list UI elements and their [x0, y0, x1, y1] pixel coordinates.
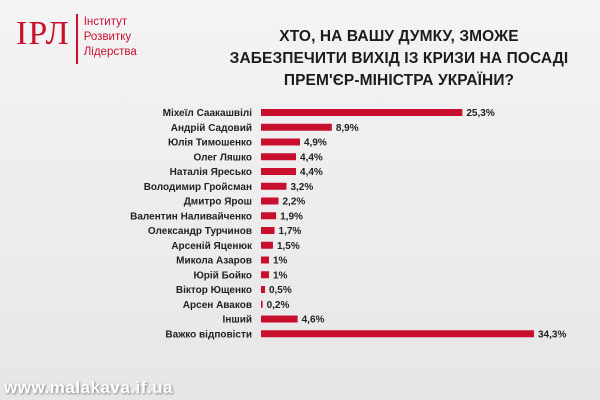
bar	[261, 123, 332, 131]
category-label: Володимир Гройсман	[144, 182, 252, 193]
logo: ІРЛ Інститут Розвитку Лідерства	[16, 14, 137, 64]
bar	[261, 197, 279, 205]
category-label: Андрій Садовий	[171, 123, 252, 134]
value-label: 8,9%	[336, 123, 359, 134]
value-label: 1,5%	[277, 241, 300, 252]
category-label: Валентин Наливайченко	[130, 211, 252, 222]
value-label: 0,2%	[267, 300, 290, 311]
category-label: Арсеній Яценюк	[171, 241, 253, 252]
chart-title-line-3: ПРЕМ'ЄР-МІНІСТРА УКРАЇНИ?	[283, 72, 515, 89]
bar	[261, 271, 269, 279]
bar	[261, 109, 463, 116]
logo-text: Інститут Розвитку Лідерства	[84, 15, 137, 60]
bar	[261, 212, 277, 220]
bar	[261, 182, 287, 190]
category-label: Віктор Ющенко	[176, 285, 252, 296]
bar	[261, 330, 534, 338]
watermark: www.malakava.if.ua	[4, 378, 173, 397]
category-label: Дмитро Ярош	[184, 197, 252, 208]
category-label: Важко відповісти	[165, 329, 252, 340]
category-label: Олександр Турчинов	[148, 226, 252, 237]
category-label: Арсен Аваков	[183, 300, 252, 311]
value-label: 4,6%	[302, 315, 325, 326]
bar	[261, 315, 298, 323]
value-label: 2,2%	[283, 197, 306, 208]
logo-divider	[75, 14, 78, 64]
value-label: 1,9%	[280, 211, 303, 222]
bar	[261, 138, 300, 146]
category-label: Інший	[223, 315, 252, 326]
category-label: Микола Азаров	[176, 256, 252, 267]
value-label: 1,7%	[279, 226, 302, 237]
category-label: Юрій Бойко	[193, 270, 252, 281]
bar	[261, 286, 265, 293]
value-label: 4,4%	[300, 152, 323, 163]
chart-title-line-1: ХТО, НА ВАШУ ДУМКУ, ЗМОЖЕ	[279, 28, 519, 45]
value-label: 1%	[273, 256, 288, 267]
value-label: 4,4%	[300, 167, 323, 178]
value-label: 1%	[273, 270, 288, 281]
chart-title-line-2: ЗАБЕЗПЕЧИТИ ВИХІД ІЗ КРИЗИ НА ПОСАДІ	[229, 50, 569, 67]
bar	[261, 241, 273, 249]
value-label: 3,2%	[290, 182, 313, 193]
value-label: 25,3%	[466, 108, 494, 119]
value-label: 0,5%	[269, 285, 292, 296]
logo-line-1: Інститут	[83, 16, 128, 28]
chart-title: ХТО, НА ВАШУ ДУМКУ, ЗМОЖЕ ЗАБЕЗПЕЧИТИ ВИ…	[214, 26, 584, 92]
value-label: 4,9%	[304, 138, 327, 149]
logo-line-2: Розвитку	[83, 31, 132, 43]
category-label: Юлія Тимошенко	[168, 138, 252, 149]
logo-line-3: Лідерства	[83, 46, 137, 58]
logo-mark: ІРЛ	[16, 15, 70, 52]
category-label: Наталія Яресько	[170, 167, 252, 178]
bar	[261, 256, 269, 264]
bar	[261, 153, 297, 161]
bar	[261, 300, 263, 308]
bar	[261, 168, 297, 175]
value-label: 34,3%	[538, 329, 566, 340]
category-label: Міхеїл Саакашвілі	[163, 108, 253, 119]
category-label: Олег Ляшко	[193, 152, 252, 163]
bar	[261, 227, 275, 234]
